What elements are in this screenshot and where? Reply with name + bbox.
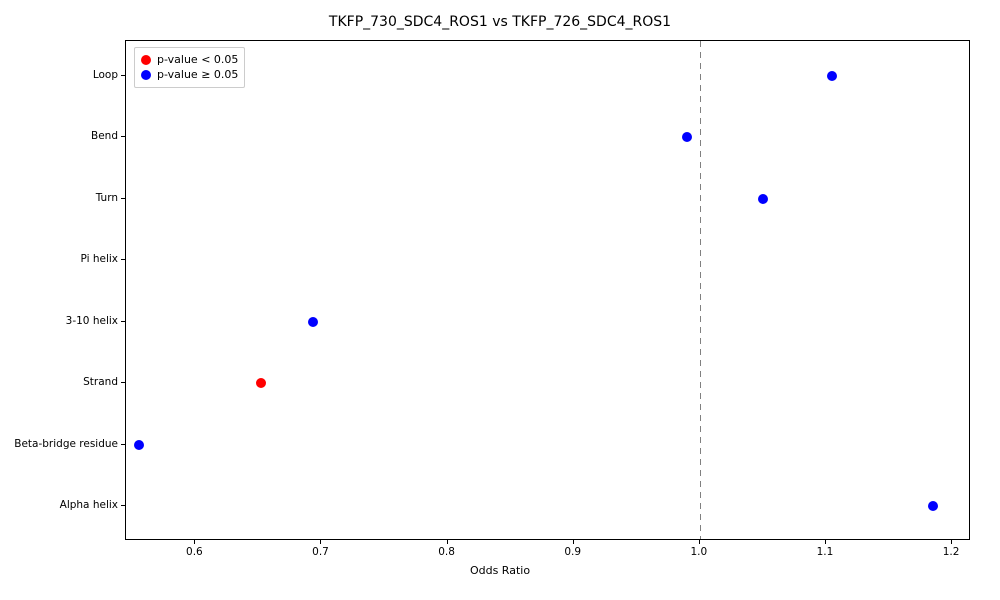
x-tick-label: 1.2	[943, 546, 960, 558]
legend-label: p-value < 0.05	[157, 52, 238, 67]
chart-root: TKFP_730_SDC4_ROS1 vs TKFP_726_SDC4_ROS1…	[0, 0, 1000, 600]
legend-item: p-value < 0.05	[141, 52, 238, 67]
x-tick	[699, 540, 700, 544]
data-point	[308, 317, 318, 327]
x-tick	[447, 540, 448, 544]
x-tick-label: 0.6	[186, 546, 203, 558]
y-tick	[121, 75, 125, 76]
x-tick	[573, 540, 574, 544]
legend: p-value < 0.05p-value ≥ 0.05	[134, 47, 245, 88]
data-point	[827, 71, 837, 81]
y-tick	[121, 259, 125, 260]
x-tick	[951, 540, 952, 544]
legend-marker-icon	[141, 70, 151, 80]
data-point	[758, 194, 768, 204]
x-tick-label: 0.9	[564, 546, 581, 558]
x-tick	[194, 540, 195, 544]
data-point	[256, 378, 266, 388]
legend-marker-icon	[141, 55, 151, 65]
x-tick-label: 0.7	[312, 546, 329, 558]
y-tick-label: Pi helix	[80, 253, 118, 265]
y-tick-label: Turn	[96, 192, 118, 204]
y-tick-label: Bend	[91, 130, 118, 142]
plot-area: p-value < 0.05p-value ≥ 0.05	[125, 40, 970, 540]
x-tick-label: 1.1	[817, 546, 834, 558]
y-tick	[121, 382, 125, 383]
x-axis-label: Odds Ratio	[0, 564, 1000, 577]
y-tick-label: Strand	[83, 376, 118, 388]
y-tick	[121, 136, 125, 137]
legend-label: p-value ≥ 0.05	[157, 67, 238, 82]
chart-title: TKFP_730_SDC4_ROS1 vs TKFP_726_SDC4_ROS1	[0, 14, 1000, 30]
y-tick-label: Loop	[93, 69, 118, 81]
y-tick-label: 3-10 helix	[66, 315, 118, 327]
y-tick	[121, 198, 125, 199]
x-tick-label: 1.0	[690, 546, 707, 558]
y-tick	[121, 444, 125, 445]
y-tick	[121, 505, 125, 506]
x-tick	[825, 540, 826, 544]
x-tick	[320, 540, 321, 544]
data-point	[134, 440, 144, 450]
y-tick	[121, 321, 125, 322]
legend-item: p-value ≥ 0.05	[141, 67, 238, 82]
data-point	[682, 132, 692, 142]
x-tick-label: 0.8	[438, 546, 455, 558]
y-tick-label: Alpha helix	[60, 499, 118, 511]
reference-line	[700, 41, 701, 539]
y-tick-label: Beta-bridge residue	[14, 438, 118, 450]
data-point	[928, 501, 938, 511]
